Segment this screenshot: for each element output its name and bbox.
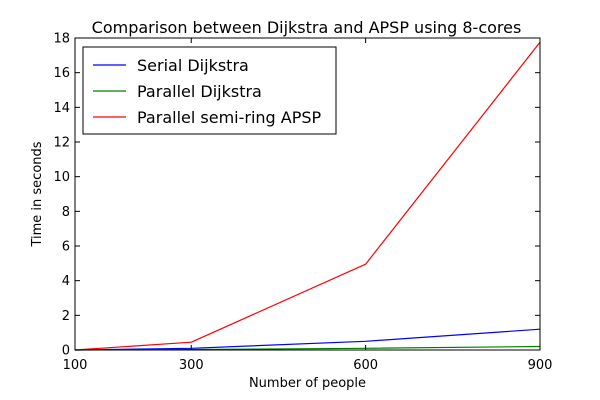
- legend-label: Parallel Dijkstra: [137, 82, 262, 101]
- y-axis: 0 2 4 6 8 10 12 14 16 18: [53, 32, 540, 359]
- plot-frame: [74, 37, 541, 351]
- y-tick-label: 14: [53, 101, 70, 116]
- x-axis-label: Number of people: [249, 376, 366, 391]
- series-line-3: [74, 41, 541, 351]
- y-tick-label: 0: [62, 344, 70, 359]
- y-tick-label: 16: [53, 66, 70, 81]
- legend: Serial Dijkstra Parallel Dijkstra Parallel…: [82, 46, 337, 135]
- y-tick-label: 8: [62, 205, 70, 220]
- x-axis: 100 300 600 900: [63, 38, 553, 373]
- y-axis-label: Time in seconds: [30, 141, 45, 247]
- y-tick-label: 6: [62, 240, 70, 255]
- y-tick-label: 12: [53, 136, 70, 151]
- x-tick-label: 600: [353, 358, 378, 373]
- x-tick-label: 900: [528, 358, 553, 373]
- y-tick-label: 2: [62, 309, 70, 324]
- y-tick-label: 18: [53, 32, 70, 47]
- x-tick-label: 100: [63, 358, 88, 373]
- legend-label: Serial Dijkstra: [137, 56, 249, 75]
- x-tick-label: 300: [179, 358, 204, 373]
- y-tick-label: 10: [53, 170, 70, 185]
- chart-title: Comparison between Dijkstra and APSP usi…: [92, 18, 522, 37]
- legend-label: Parallel semi-ring APSP: [137, 108, 322, 127]
- y-tick-label: 4: [62, 274, 70, 289]
